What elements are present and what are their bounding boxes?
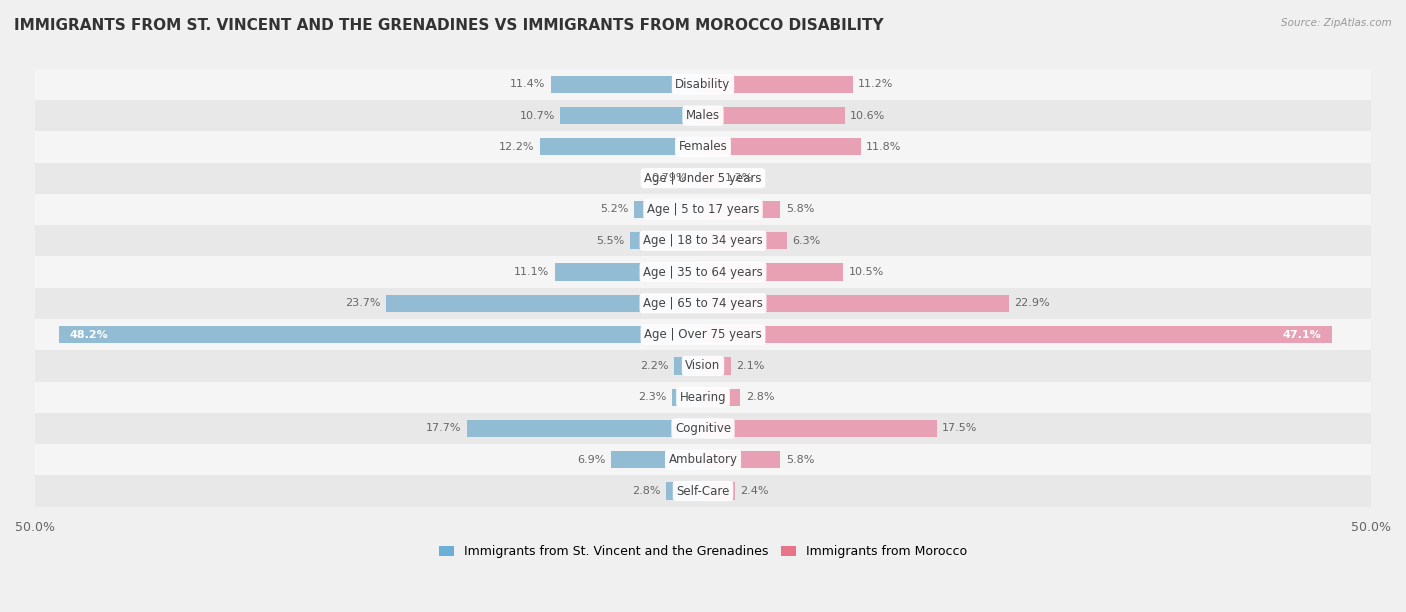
Bar [665, 482, 703, 499]
Bar [35, 163, 1371, 194]
Text: 2.4%: 2.4% [741, 486, 769, 496]
Text: Age | 5 to 17 years: Age | 5 to 17 years [647, 203, 759, 216]
Text: 2.2%: 2.2% [640, 361, 668, 371]
Bar [673, 357, 703, 375]
Text: Age | 35 to 64 years: Age | 35 to 64 years [643, 266, 763, 278]
Text: 11.4%: 11.4% [510, 80, 546, 89]
Text: 11.8%: 11.8% [866, 142, 901, 152]
Bar [35, 444, 1371, 476]
Bar [703, 263, 844, 281]
Text: 1.2%: 1.2% [724, 173, 752, 183]
Bar [35, 194, 1371, 225]
Bar [560, 107, 703, 124]
Bar [35, 319, 1371, 350]
Text: Hearing: Hearing [679, 390, 727, 404]
Bar [35, 288, 1371, 319]
Bar [35, 256, 1371, 288]
Bar [703, 357, 731, 375]
Bar [35, 350, 1371, 381]
Text: 11.1%: 11.1% [515, 267, 550, 277]
Bar [634, 201, 703, 218]
Text: 23.7%: 23.7% [346, 298, 381, 308]
Text: 5.2%: 5.2% [600, 204, 628, 214]
Text: 47.1%: 47.1% [1282, 330, 1322, 340]
Text: 5.5%: 5.5% [596, 236, 624, 246]
Bar [703, 232, 787, 249]
Text: Self-Care: Self-Care [676, 485, 730, 498]
Bar [703, 295, 1010, 312]
Text: 17.5%: 17.5% [942, 424, 977, 433]
Text: 10.5%: 10.5% [849, 267, 884, 277]
Legend: Immigrants from St. Vincent and the Grenadines, Immigrants from Morocco: Immigrants from St. Vincent and the Gren… [434, 540, 972, 563]
Bar [703, 420, 936, 437]
Bar [35, 381, 1371, 413]
Bar [35, 413, 1371, 444]
Bar [59, 326, 703, 343]
Bar [630, 232, 703, 249]
Bar [35, 131, 1371, 163]
Text: 2.8%: 2.8% [631, 486, 661, 496]
Bar [35, 69, 1371, 100]
Bar [703, 107, 845, 124]
Bar [551, 76, 703, 93]
Text: 6.9%: 6.9% [576, 455, 606, 465]
Text: 17.7%: 17.7% [426, 424, 461, 433]
Bar [610, 451, 703, 468]
Text: Females: Females [679, 140, 727, 154]
Bar [35, 476, 1371, 507]
Text: 10.6%: 10.6% [851, 111, 886, 121]
Bar [672, 389, 703, 406]
Text: 5.8%: 5.8% [786, 204, 814, 214]
Bar [703, 389, 741, 406]
Bar [35, 100, 1371, 131]
Bar [703, 170, 718, 187]
Bar [703, 138, 860, 155]
Text: Cognitive: Cognitive [675, 422, 731, 435]
Text: 0.79%: 0.79% [651, 173, 688, 183]
Text: 2.1%: 2.1% [737, 361, 765, 371]
Text: Age | Under 5 years: Age | Under 5 years [644, 171, 762, 185]
Text: 10.7%: 10.7% [519, 111, 555, 121]
Text: 22.9%: 22.9% [1014, 298, 1050, 308]
Bar [387, 295, 703, 312]
Bar [35, 225, 1371, 256]
Text: Disability: Disability [675, 78, 731, 91]
Bar [703, 326, 1333, 343]
Text: IMMIGRANTS FROM ST. VINCENT AND THE GRENADINES VS IMMIGRANTS FROM MOROCCO DISABI: IMMIGRANTS FROM ST. VINCENT AND THE GREN… [14, 18, 884, 34]
Bar [555, 263, 703, 281]
Text: 2.8%: 2.8% [745, 392, 775, 402]
Text: 2.3%: 2.3% [638, 392, 666, 402]
Text: 6.3%: 6.3% [793, 236, 821, 246]
Bar [540, 138, 703, 155]
Bar [703, 76, 852, 93]
Bar [703, 482, 735, 499]
Text: 12.2%: 12.2% [499, 142, 534, 152]
Bar [467, 420, 703, 437]
Text: Males: Males [686, 109, 720, 122]
Text: 48.2%: 48.2% [70, 330, 108, 340]
Text: 11.2%: 11.2% [858, 80, 893, 89]
Bar [703, 451, 780, 468]
Text: Ambulatory: Ambulatory [668, 453, 738, 466]
Text: Age | 18 to 34 years: Age | 18 to 34 years [643, 234, 763, 247]
Text: Vision: Vision [685, 359, 721, 372]
Bar [692, 170, 703, 187]
Text: Age | Over 75 years: Age | Over 75 years [644, 328, 762, 341]
Text: Source: ZipAtlas.com: Source: ZipAtlas.com [1281, 18, 1392, 28]
Text: 5.8%: 5.8% [786, 455, 814, 465]
Bar [703, 201, 780, 218]
Text: Age | 65 to 74 years: Age | 65 to 74 years [643, 297, 763, 310]
